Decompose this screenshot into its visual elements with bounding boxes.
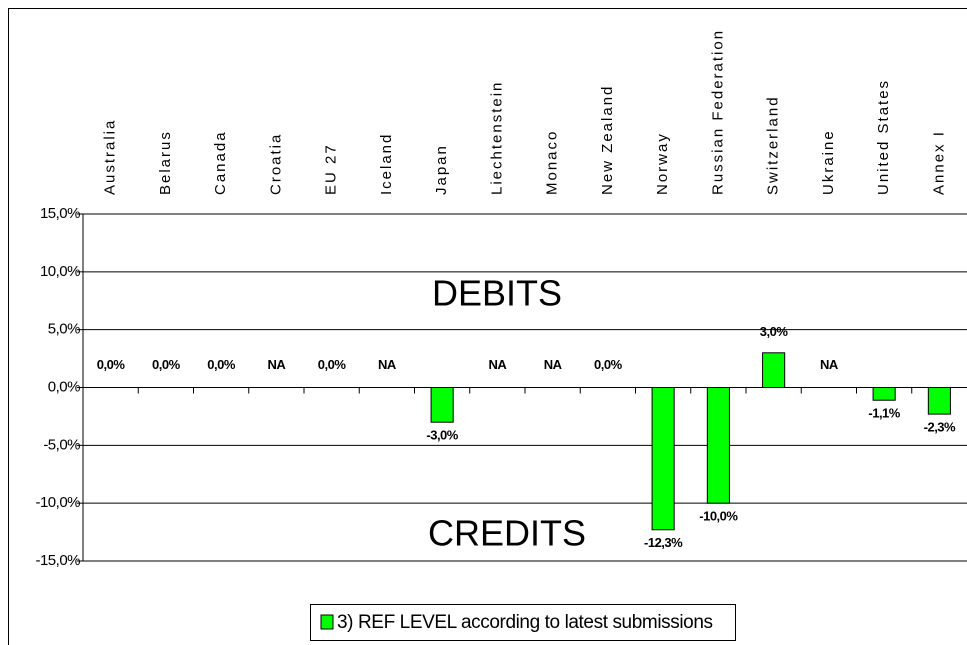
bar <box>651 387 675 531</box>
x-tick-label: Liechtenstein <box>488 81 505 195</box>
value-label: -2,3% <box>924 420 956 435</box>
value-label: 0,0% <box>594 357 623 372</box>
value-label: 0,0% <box>318 357 347 372</box>
value-label: NA <box>378 357 397 372</box>
value-label: -10,0% <box>699 509 738 524</box>
chart-frame <box>8 8 967 645</box>
legend-swatch <box>320 614 334 630</box>
x-tick-label: Canada <box>212 130 229 195</box>
x-tick-label: Croatia <box>267 133 284 195</box>
bar <box>706 387 730 504</box>
value-label: -3,0% <box>426 428 458 443</box>
x-tick-label: Russian Federation <box>709 29 726 195</box>
bar <box>762 352 786 388</box>
annotation: DEBITS <box>432 273 562 314</box>
value-label: 3,0% <box>760 324 789 339</box>
x-tick-label: New Zealand <box>599 85 616 195</box>
x-tick-label: Switzerland <box>765 95 782 195</box>
legend-box <box>310 604 736 641</box>
x-tick-label: Australia <box>102 119 119 195</box>
x-tick-label: Belarus <box>157 130 174 195</box>
value-label: NA <box>820 357 839 372</box>
x-tick-label: Iceland <box>378 133 395 195</box>
value-label: -1,1% <box>868 406 900 421</box>
y-tick-label: 10,0% <box>40 263 80 280</box>
x-tick-label: Annex I <box>930 130 947 195</box>
value-label: -12,3% <box>644 535 683 550</box>
x-tick-label: Japan <box>433 144 450 195</box>
annotation: CREDITS <box>428 513 586 554</box>
x-tick-label: Monaco <box>544 130 561 195</box>
value-label: 0,0% <box>207 357 236 372</box>
y-tick-label: 15,0% <box>40 205 80 222</box>
y-tick-label: 0,0% <box>48 378 80 395</box>
legend-label: 3) REF LEVEL according to latest submiss… <box>337 612 713 633</box>
x-tick-label: Ukraine <box>820 129 837 195</box>
value-label: NA <box>267 357 286 372</box>
x-tick-label: United States <box>875 79 892 195</box>
value-label: 0,0% <box>152 357 181 372</box>
y-tick-label: -15,0% <box>35 552 80 569</box>
bar <box>872 387 896 401</box>
value-label: NA <box>488 357 507 372</box>
bar <box>430 387 454 423</box>
value-label: 0,0% <box>97 357 126 372</box>
x-tick-label: Norway <box>654 132 671 195</box>
bar <box>927 387 951 415</box>
value-label: NA <box>544 357 563 372</box>
legend: 3) REF LEVEL according to latest submiss… <box>310 604 736 641</box>
x-tick-label: EU 27 <box>323 143 340 195</box>
y-tick-label: -5,0% <box>43 436 80 453</box>
y-tick-label: -10,0% <box>35 494 80 511</box>
y-tick-label: 5,0% <box>48 321 80 338</box>
